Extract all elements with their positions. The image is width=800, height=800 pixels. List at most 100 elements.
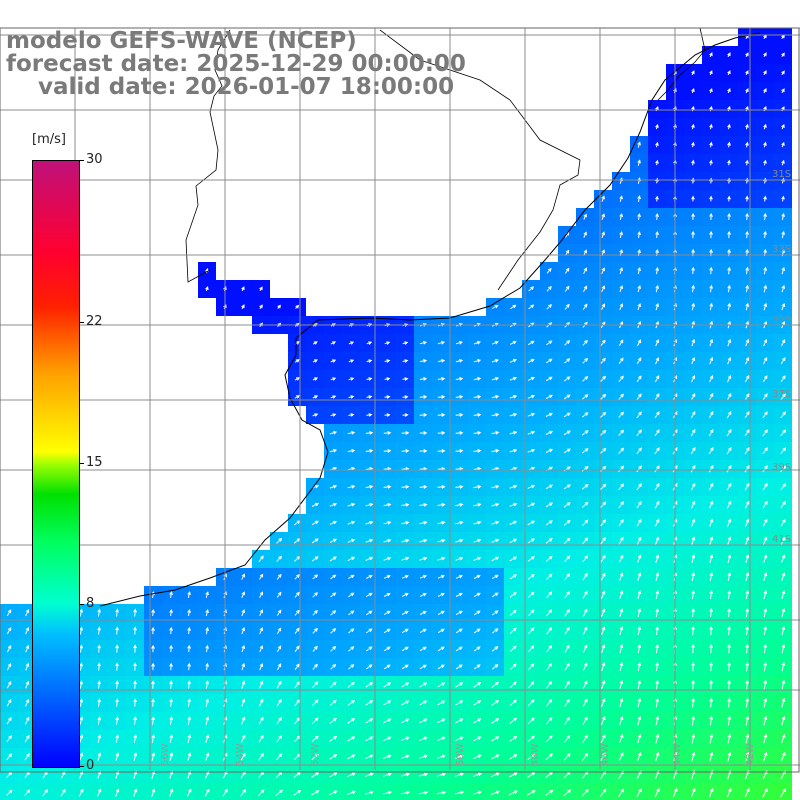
wind-arrow — [637, 339, 642, 347]
wind-arrow — [763, 697, 768, 708]
wind-arrow — [654, 787, 660, 798]
wind-arrow — [491, 341, 499, 345]
wind-arrow — [169, 716, 174, 725]
wind-arrow — [79, 716, 84, 725]
wind-arrow — [96, 788, 102, 797]
wind-arrow — [133, 752, 138, 761]
wind-arrow — [187, 680, 192, 689]
wind-arrow — [709, 661, 713, 672]
wind-arrow — [708, 464, 714, 473]
wind-arrow — [259, 609, 263, 617]
wind-arrow — [24, 716, 30, 725]
wind-arrow — [383, 538, 392, 543]
wind-arrow — [637, 644, 642, 654]
wind-arrow — [600, 393, 607, 400]
wind-arrow — [364, 772, 374, 777]
wind-arrow — [745, 284, 749, 293]
wind-arrow — [366, 341, 373, 345]
wind-arrow — [601, 285, 605, 293]
speed-cell — [468, 784, 486, 800]
wind-arrow — [564, 303, 570, 310]
wind-arrow — [115, 626, 119, 635]
wind-arrow — [509, 645, 517, 653]
wind-arrow — [258, 573, 264, 580]
wind-arrow — [528, 304, 535, 310]
wind-arrow — [258, 752, 264, 761]
wind-arrow — [600, 339, 606, 346]
wind-arrow — [527, 538, 535, 544]
wind-arrow — [383, 610, 391, 616]
wind-arrow — [690, 410, 696, 419]
wind-arrow — [527, 556, 535, 562]
wind-arrow — [527, 502, 536, 508]
wind-arrow — [690, 787, 696, 798]
legend-tick-label: 15 — [86, 455, 103, 470]
wind-arrow — [383, 502, 392, 507]
wind-arrow — [348, 664, 355, 670]
wind-arrow — [690, 446, 696, 455]
wind-arrow — [709, 751, 714, 762]
wind-arrow — [619, 231, 623, 239]
wind-arrow — [294, 699, 301, 707]
wind-arrow — [601, 231, 605, 238]
speed-cell — [36, 784, 54, 800]
wind-arrow — [492, 305, 499, 309]
wind-arrow — [691, 589, 696, 600]
wind-arrow — [437, 700, 446, 706]
wind-arrow — [672, 787, 678, 798]
wind-arrow — [780, 751, 786, 762]
wind-arrow — [564, 358, 571, 364]
wind-arrow — [564, 698, 570, 707]
wind-arrow — [241, 304, 245, 310]
wind-arrow — [491, 736, 500, 742]
speed-cell — [378, 784, 396, 800]
wind-arrow — [546, 680, 553, 689]
wind-arrow — [401, 682, 410, 688]
wind-arrow — [258, 680, 264, 689]
wind-arrow — [527, 448, 536, 453]
wind-arrow — [762, 356, 768, 365]
wind-arrow — [727, 123, 731, 130]
wind-arrow — [636, 447, 642, 455]
wind-arrow — [780, 375, 786, 383]
wind-arrow — [383, 664, 391, 670]
wind-arrow — [437, 395, 446, 399]
wind-arrow — [655, 195, 659, 202]
wind-arrow — [6, 735, 12, 743]
wind-arrow — [169, 644, 173, 653]
wind-arrow — [312, 645, 318, 652]
wind-arrow — [546, 699, 553, 707]
wind-arrow — [259, 591, 263, 598]
speed-cell — [558, 784, 576, 800]
wind-arrow — [637, 697, 642, 708]
wind-arrow — [151, 698, 155, 707]
speed-cell — [450, 784, 468, 800]
wind-arrow — [204, 788, 210, 797]
wind-arrow — [187, 698, 192, 707]
wind-arrow — [24, 753, 30, 761]
wind-arrow — [418, 790, 429, 795]
wind-arrow — [762, 429, 768, 437]
wind-arrow — [727, 338, 732, 347]
wind-arrow — [454, 754, 464, 759]
wind-arrow — [348, 610, 355, 616]
wind-arrow — [691, 88, 695, 94]
wind-arrow — [509, 430, 518, 435]
wind-arrow — [151, 608, 155, 617]
wind-arrow — [727, 554, 732, 563]
wind-arrow — [545, 735, 553, 743]
wind-arrow — [709, 536, 714, 545]
wind-arrow — [419, 413, 428, 417]
wind-arrow — [241, 627, 245, 635]
wind-arrow — [346, 772, 356, 778]
wind-arrow — [133, 644, 137, 653]
wind-arrow — [473, 700, 482, 706]
wind-arrow — [763, 70, 767, 76]
wind-arrow — [312, 359, 318, 363]
wind-arrow — [312, 413, 319, 417]
wind-arrow — [455, 682, 464, 688]
wind-arrow — [545, 484, 554, 490]
wind-arrow — [6, 698, 12, 707]
wind-arrow — [545, 394, 553, 400]
wind-arrow — [365, 431, 374, 435]
